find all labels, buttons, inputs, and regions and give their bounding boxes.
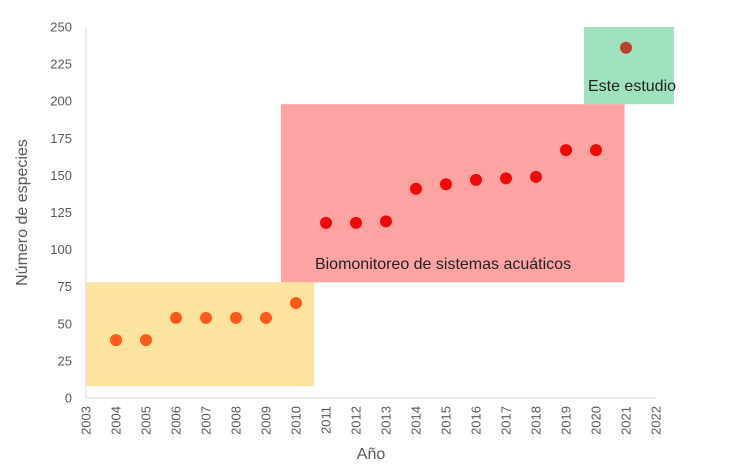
data-point: [530, 170, 542, 183]
y-tick-label: 75: [58, 279, 72, 294]
region-2: [281, 104, 625, 283]
x-tick-label: 2003: [79, 406, 94, 435]
y-tick-labels: 0 25 50 75 100 125 150 175 200 225 250: [50, 20, 72, 406]
y-tick-label: 100: [50, 242, 72, 257]
x-tick-label: 2009: [259, 406, 274, 435]
x-tick-label: 2020: [589, 406, 604, 435]
x-tick-label: 2010: [289, 406, 304, 435]
x-tick-label: 2019: [559, 406, 574, 435]
y-tick-label: 175: [50, 131, 72, 146]
y-tick-label: 25: [58, 353, 72, 368]
data-point: [590, 144, 602, 157]
x-tick-label: 2022: [649, 406, 664, 435]
x-tick-label: 2017: [499, 406, 514, 435]
x-tick-label: 2005: [139, 406, 154, 435]
x-tick-label: 2006: [169, 406, 184, 435]
data-point: [200, 311, 212, 324]
x-tick-label: 2018: [529, 406, 544, 435]
data-point: [110, 334, 122, 347]
x-tick-label: 2021: [619, 406, 634, 435]
y-tick-label: 50: [58, 316, 72, 331]
highlight-regions: [86, 27, 674, 387]
y-tick-label: 250: [50, 20, 72, 35]
data-point: [350, 216, 362, 229]
x-tick-label: 2007: [199, 406, 214, 435]
data-point: [440, 178, 452, 191]
data-point: [320, 216, 332, 229]
x-axis-title: Año: [357, 446, 386, 463]
data-point: [380, 215, 392, 228]
region-3: [584, 27, 674, 105]
data-point: [290, 297, 302, 310]
y-tick-label: 125: [50, 205, 72, 220]
data-point: [170, 311, 182, 324]
y-axis-title: Número de especies: [14, 139, 31, 286]
data-point: [560, 144, 572, 157]
y-tick-label: 200: [50, 94, 72, 109]
data-point: [470, 173, 482, 186]
region-labels: Biomonitoreo de sistemas acuáticos Este e…: [315, 78, 676, 273]
x-tick-label: 2004: [109, 406, 124, 435]
x-tick-label: 2011: [319, 406, 334, 434]
x-tick-label: 2008: [229, 406, 244, 435]
data-point: [500, 172, 512, 185]
data-points: [110, 41, 632, 347]
data-point: [410, 182, 422, 195]
x-tick-label: 2016: [469, 406, 484, 435]
y-tick-label: 225: [50, 57, 72, 72]
axes: [85, 27, 656, 399]
region-label-3: Este estudio: [588, 78, 676, 95]
x-tick-labels: 2003 2004 2005 2006 2007 2008 2009 2010 2011 2012…: [79, 406, 664, 435]
data-point: [620, 41, 632, 54]
x-tick-label: 2015: [439, 406, 454, 435]
y-tick-label: 0: [65, 391, 72, 406]
x-tick-label: 2014: [409, 406, 424, 435]
data-point: [140, 334, 152, 347]
region-label-2: Biomonitoreo de sistemas acuáticos: [315, 256, 571, 273]
region-1: [86, 282, 314, 387]
x-tick-label: 2012: [349, 406, 364, 435]
data-point: [230, 311, 242, 324]
y-tick-label: 150: [50, 168, 72, 183]
data-point: [260, 311, 272, 324]
x-tick-label: 2013: [379, 406, 394, 435]
